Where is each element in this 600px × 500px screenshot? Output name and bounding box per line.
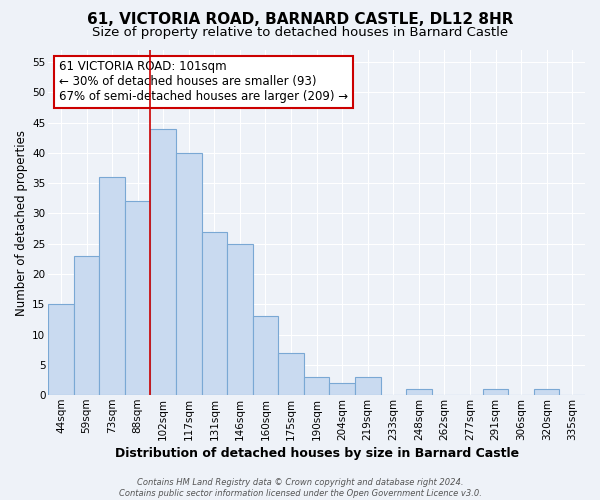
Bar [48,304,74,395]
Bar [253,316,278,395]
Bar [227,244,253,395]
Bar [202,232,227,395]
Bar [125,202,151,395]
Text: Contains HM Land Registry data © Crown copyright and database right 2024.
Contai: Contains HM Land Registry data © Crown c… [119,478,481,498]
Text: 61 VICTORIA ROAD: 101sqm
← 30% of detached houses are smaller (93)
67% of semi-d: 61 VICTORIA ROAD: 101sqm ← 30% of detach… [59,60,348,104]
Bar [176,153,202,395]
Bar [406,389,431,395]
Text: 61, VICTORIA ROAD, BARNARD CASTLE, DL12 8HR: 61, VICTORIA ROAD, BARNARD CASTLE, DL12 … [87,12,513,28]
Bar [304,377,329,395]
Bar [483,389,508,395]
Bar [534,389,559,395]
Text: Size of property relative to detached houses in Barnard Castle: Size of property relative to detached ho… [92,26,508,39]
Bar [278,353,304,395]
Bar [355,377,380,395]
Bar [151,128,176,395]
Bar [329,383,355,395]
Bar [74,256,100,395]
X-axis label: Distribution of detached houses by size in Barnard Castle: Distribution of detached houses by size … [115,447,518,460]
Bar [100,177,125,395]
Y-axis label: Number of detached properties: Number of detached properties [15,130,28,316]
